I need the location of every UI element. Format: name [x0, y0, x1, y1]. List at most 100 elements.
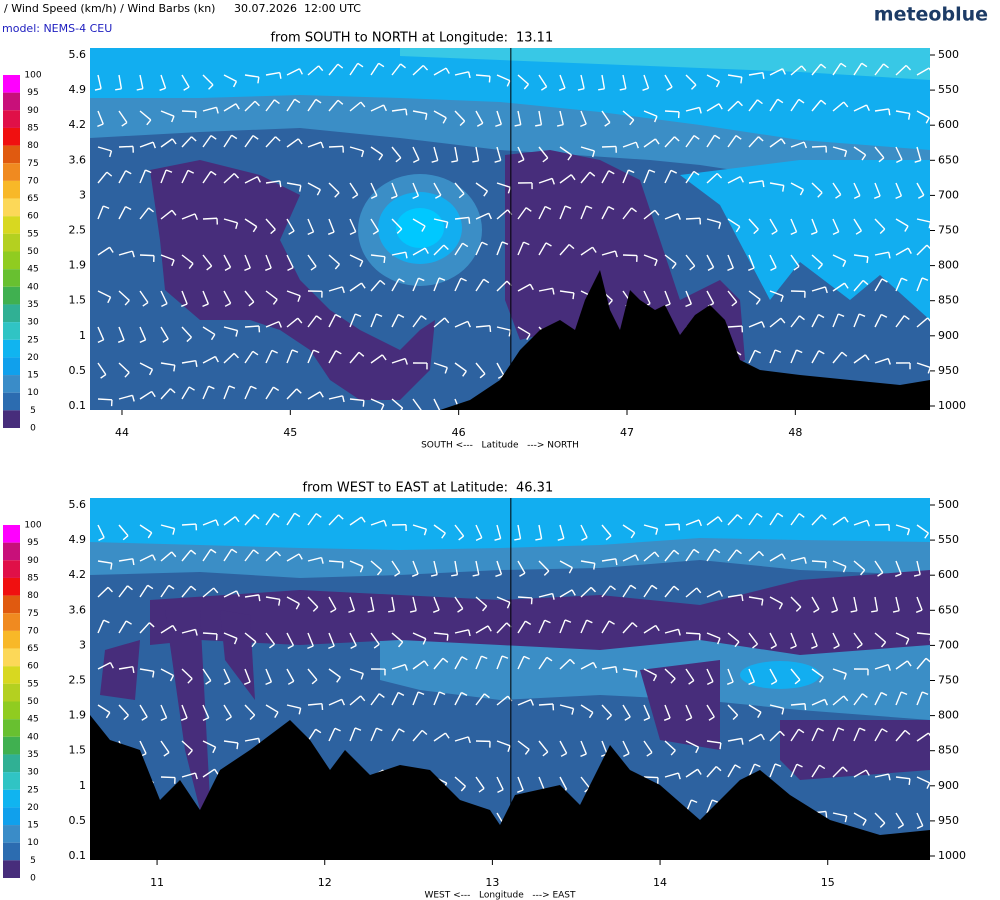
barb-flag — [917, 194, 925, 199]
barb-flag — [654, 551, 660, 558]
barb — [496, 560, 503, 575]
barb-flag — [378, 62, 385, 68]
barb-flag — [770, 266, 777, 271]
barb-flag — [376, 727, 383, 732]
y2-tick-label: 650 — [938, 153, 959, 166]
barb — [727, 100, 739, 112]
barb-flag — [335, 313, 342, 319]
barb-flag — [927, 317, 933, 324]
barb — [790, 728, 800, 742]
barb-flag — [771, 230, 778, 235]
barb — [307, 141, 322, 148]
barb-flag — [860, 569, 866, 576]
barb — [160, 209, 173, 220]
barb-flag — [716, 637, 721, 645]
barb — [685, 290, 692, 305]
barb-flag — [842, 566, 847, 573]
barb-flag — [231, 548, 238, 554]
barb-flag — [754, 763, 761, 768]
barb-flag — [907, 247, 912, 254]
barb-flag — [212, 746, 217, 754]
barb-flag — [552, 288, 555, 295]
barb — [727, 549, 738, 562]
barb — [559, 205, 566, 220]
barb — [433, 398, 441, 412]
barb — [307, 391, 321, 400]
barb — [244, 325, 260, 328]
barb — [706, 290, 715, 304]
barb — [874, 108, 889, 112]
barb-flag — [142, 301, 149, 307]
legend-swatch — [3, 754, 20, 773]
barb — [895, 524, 910, 530]
barb-flag — [458, 193, 465, 199]
barb — [895, 660, 908, 670]
barb — [790, 218, 798, 233]
barb — [748, 350, 756, 364]
barb — [895, 315, 905, 328]
barb — [601, 558, 616, 562]
y2-tick-label: 800 — [938, 259, 959, 272]
barb-flag — [651, 584, 658, 590]
barb — [706, 74, 720, 83]
barb-flag — [444, 317, 450, 324]
barb — [202, 519, 217, 526]
barb-flag — [718, 103, 723, 110]
barb-flag — [586, 205, 593, 210]
barb — [244, 176, 258, 184]
legend-label: 65 — [27, 644, 38, 654]
legend-swatch — [3, 233, 20, 252]
barb — [874, 63, 885, 76]
barb-flag — [172, 528, 176, 535]
barb-flag — [843, 101, 849, 108]
barb — [601, 145, 617, 148]
y-tick-label: 4.9 — [69, 83, 87, 96]
barb-flag — [278, 599, 281, 606]
barb — [454, 736, 469, 742]
barb — [391, 596, 396, 611]
barb — [265, 290, 278, 300]
x-tick-label: 46 — [452, 426, 466, 439]
barb-flag — [316, 189, 321, 196]
barb — [412, 247, 426, 256]
y-tick-label: 3 — [79, 638, 86, 651]
barb — [895, 560, 902, 575]
barb-flag — [404, 664, 408, 671]
barb-flag — [794, 679, 801, 685]
barb — [265, 596, 280, 601]
barb-flag — [123, 714, 129, 721]
barb-flag — [654, 138, 660, 145]
barb-flag — [454, 411, 461, 415]
barb-flag — [236, 742, 239, 750]
legend-swatch — [3, 322, 20, 340]
barb-flag — [901, 277, 908, 282]
barb-flag — [278, 321, 282, 328]
barb-flag — [685, 717, 692, 721]
barb-flag — [506, 80, 511, 87]
barb-flag — [151, 554, 156, 561]
barb — [916, 218, 931, 223]
barb-flag — [271, 349, 278, 354]
barb — [706, 668, 714, 682]
barb — [538, 110, 543, 125]
barb-flag — [842, 766, 848, 772]
barb — [853, 769, 867, 778]
barb-flag — [334, 263, 341, 270]
x-tick-label: 12 — [318, 876, 332, 889]
barb — [139, 326, 147, 341]
barb-flag — [748, 267, 755, 271]
barb — [811, 182, 823, 194]
barb — [139, 169, 147, 184]
barb-flag — [586, 619, 593, 624]
barb-flag — [297, 295, 301, 302]
barb-flag — [409, 609, 417, 613]
barb-flag — [580, 753, 587, 757]
barb — [559, 776, 568, 790]
barb-flag — [866, 104, 870, 112]
barb-flag — [424, 113, 428, 120]
barb-flag — [824, 286, 828, 294]
barb — [286, 553, 300, 562]
barb — [685, 704, 693, 719]
legend-swatch — [3, 719, 20, 737]
barb-flag — [526, 333, 531, 340]
